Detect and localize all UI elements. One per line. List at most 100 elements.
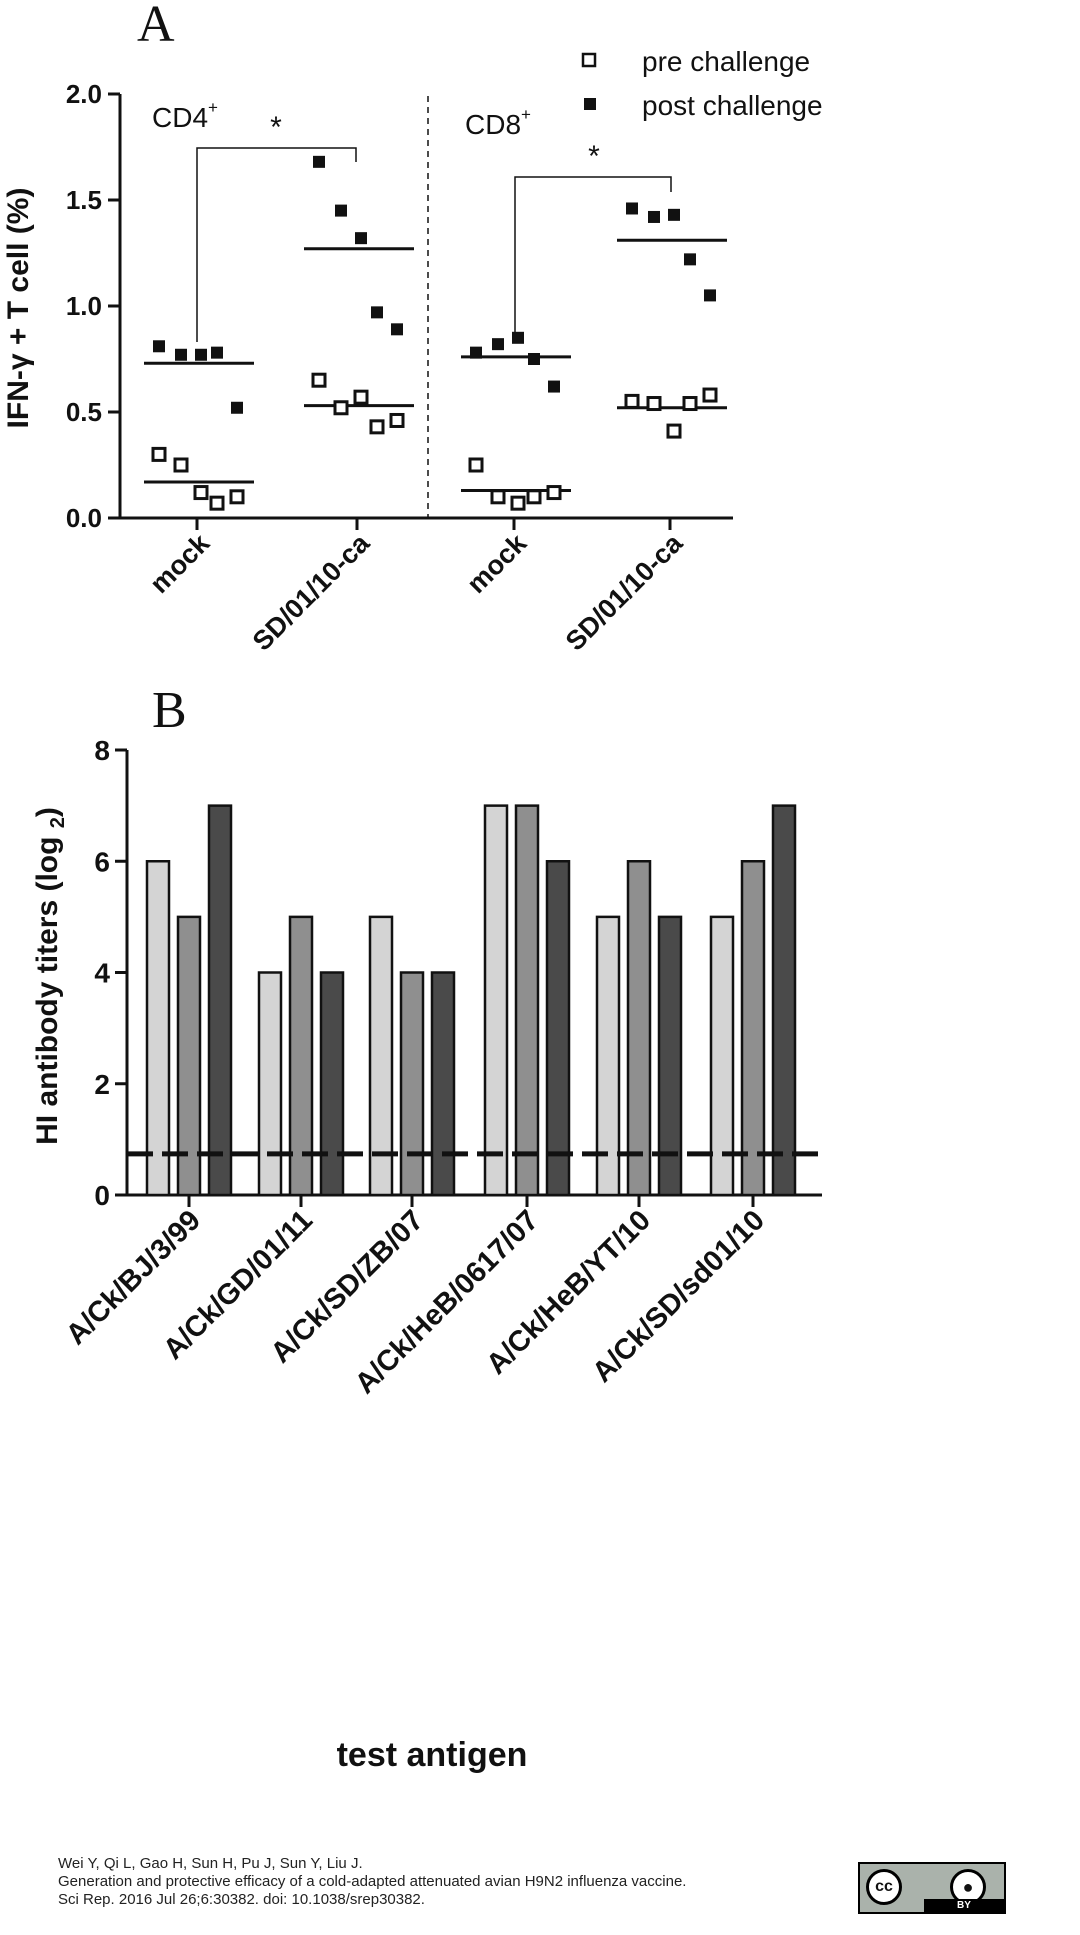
cc-icon: cc [866, 1869, 902, 1905]
panel-b-label: B [152, 682, 187, 739]
panel-a-y-label: IFN-γ + T cell (%) [2, 188, 35, 429]
panel-b-y-ticks: 0 2 4 6 8 [94, 735, 127, 1211]
data-point-post [704, 289, 716, 302]
data-point-post [371, 306, 383, 319]
data-point-pre [490, 489, 506, 505]
panel-a-x-tick-label: SD/01/10-ca [560, 527, 689, 656]
data-point-pre [193, 485, 209, 501]
data-point-post [648, 210, 660, 223]
data-point-post [684, 253, 696, 266]
panel-b-y-tick-label: 6 [94, 846, 110, 877]
data-point-post [548, 380, 560, 393]
significance-bracket-cd4 [196, 147, 357, 342]
data-point-post [668, 208, 680, 221]
subpanel-label-cd4: CD4+ [152, 98, 218, 133]
data-point-pre [624, 393, 640, 409]
data-point-post [335, 204, 347, 217]
panel-b-y-tick-label: 4 [94, 958, 110, 989]
data-point-pre [369, 419, 385, 435]
data-point-post [626, 202, 638, 215]
significance-star-cd4: * [270, 111, 282, 144]
panel-a-x-labels: mock SD/01/10-ca mock SD/01/10-ca [144, 518, 689, 656]
data-point-pre [229, 489, 245, 505]
data-point-post [391, 323, 403, 336]
bar [257, 971, 283, 1197]
significance-star-cd8: * [588, 140, 600, 173]
data-point-pre [173, 457, 189, 473]
data-point-post [153, 340, 165, 353]
legend-label-post: post challenge [642, 90, 823, 121]
bar [319, 971, 345, 1197]
data-point-pre [646, 396, 662, 412]
data-point-pre [546, 485, 562, 501]
data-point-post [492, 338, 504, 351]
legend-label-pre: pre challenge [642, 46, 810, 77]
citation-journal: Sci Rep. 2016 Jul 26;6:30382. doi: 10.10… [58, 1891, 425, 1908]
bar [657, 915, 683, 1197]
bar [368, 915, 394, 1197]
data-point-post [313, 155, 325, 168]
data-point-pre [333, 400, 349, 416]
bar [740, 860, 766, 1197]
data-point-pre [510, 495, 526, 511]
cc-by-license-badge: cc ● BY [858, 1862, 1006, 1914]
data-point-pre [353, 389, 369, 405]
data-point-pre [389, 412, 405, 428]
panel-a-marks [144, 155, 727, 511]
panel-a-y-tick-label: 0.0 [66, 503, 102, 533]
panel-a-x-tick-label: SD/01/10-ca [247, 527, 376, 656]
legend: pre challenge post challenge [581, 46, 823, 121]
panel-a-y-tick-label: 2.0 [66, 79, 102, 109]
bar [595, 915, 621, 1197]
data-point-pre [151, 446, 167, 462]
data-point-post [231, 401, 243, 414]
data-point-post [528, 353, 540, 365]
bar [514, 804, 540, 1197]
data-point-post [355, 232, 367, 245]
data-point-post [512, 331, 524, 344]
panel-a-y-ticks: 0.0 0.5 1.0 1.5 2.0 [66, 79, 120, 533]
data-point-pre [666, 423, 682, 439]
panel-a-x-tick-label: mock [461, 527, 533, 599]
significance-bracket-cd8 [514, 176, 672, 337]
data-point-post [195, 348, 207, 361]
bar [207, 804, 233, 1197]
panel-a-y-tick-label: 1.5 [66, 185, 102, 215]
bar [145, 860, 171, 1197]
panel-b-y-label: HI antibody titers (log 2) [31, 807, 69, 1145]
panel-b: B HI antibody titers (log 2) test antige… [31, 682, 822, 1774]
bar [709, 915, 735, 1197]
data-point-pre [209, 495, 225, 511]
bar [483, 804, 509, 1197]
bar [545, 860, 571, 1197]
bar [430, 971, 456, 1197]
panel-a-x-tick-label: mock [144, 527, 216, 599]
data-point-post [211, 346, 223, 359]
panel-b-y-tick-label: 8 [94, 735, 110, 766]
panel-b-y-tick-label: 0 [94, 1180, 110, 1211]
data-point-pre [468, 457, 484, 473]
citation-title: Generation and protective efficacy of a … [58, 1873, 687, 1890]
data-point-post [175, 348, 187, 361]
bar [771, 804, 797, 1197]
data-point-pre [526, 489, 542, 505]
data-point-pre [682, 396, 698, 412]
subpanel-label-cd8: CD8+ [465, 105, 531, 140]
panel-a-label: A [137, 0, 175, 53]
panel-b-x-label: test antigen [337, 1736, 528, 1774]
panel-a-y-tick-label: 0.5 [66, 397, 102, 427]
data-point-pre [311, 372, 327, 388]
cc-by-label: BY [924, 1899, 1004, 1912]
panel-b-bars [145, 804, 797, 1197]
panel-a: A IFN-γ + T cell (%) CD4+ CD8+ * * pre c… [2, 0, 823, 656]
bar [399, 971, 425, 1197]
data-point-pre [702, 387, 718, 403]
citation-authors: Wei Y, Qi L, Gao H, Sun H, Pu J, Sun Y, … [58, 1855, 363, 1872]
panel-b-y-tick-label: 2 [94, 1069, 110, 1100]
data-point-post [470, 346, 482, 359]
legend-marker-post [584, 98, 596, 110]
legend-marker-pre [581, 52, 597, 68]
panel-b-x-labels: A/Ck/BJ/3/99A/Ck/GD/01/11A/Ck/SD/ZB/07A/… [60, 1195, 771, 1400]
panel-a-y-tick-label: 1.0 [66, 291, 102, 321]
